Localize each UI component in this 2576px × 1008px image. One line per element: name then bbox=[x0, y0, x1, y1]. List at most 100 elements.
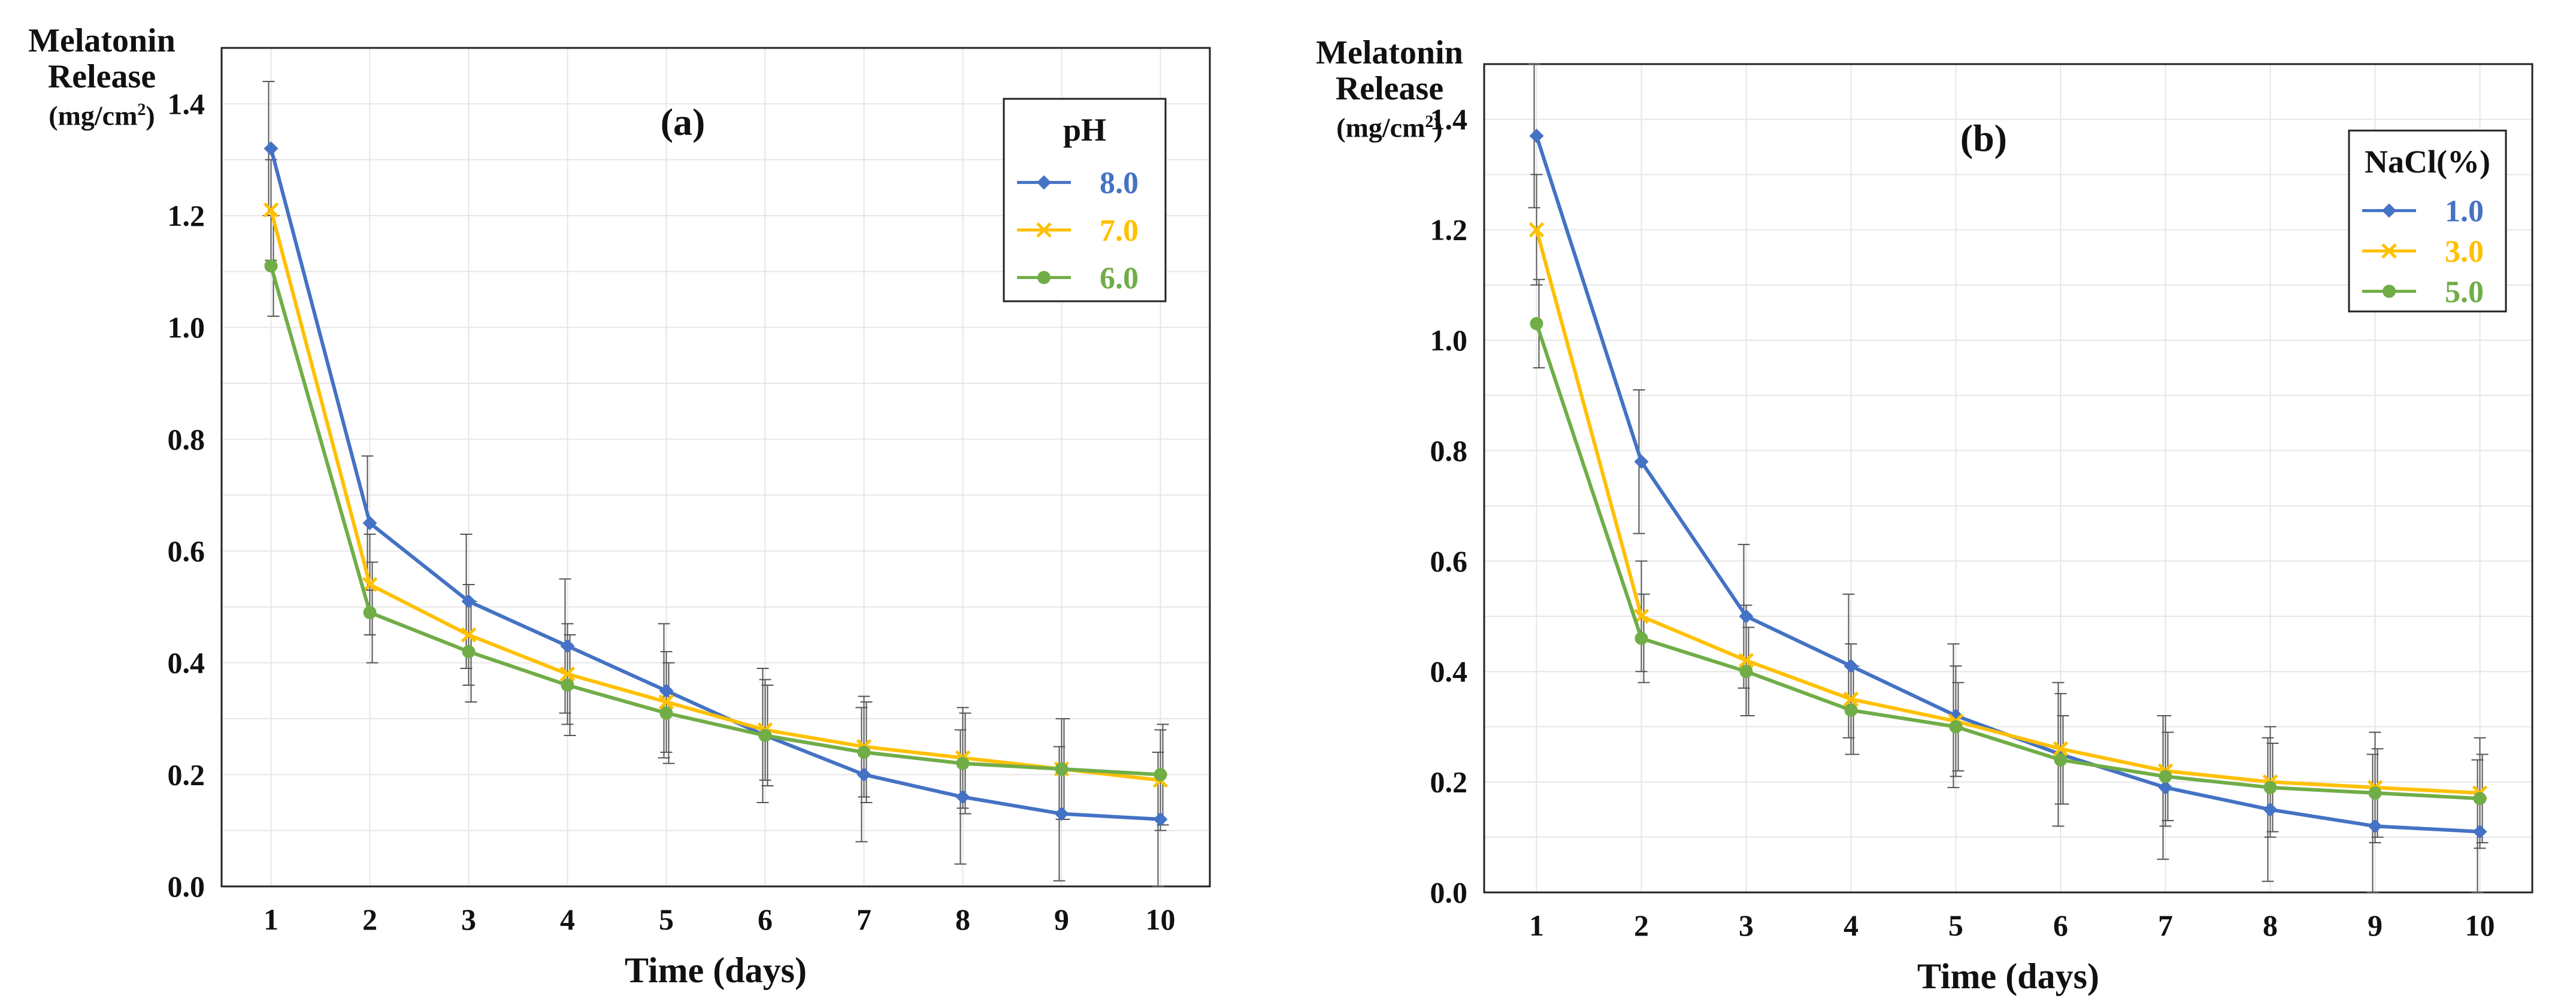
x-tick-label: 5 bbox=[659, 903, 674, 936]
series-line-a-6.0 bbox=[269, 265, 1161, 777]
data-point-b-5.0 bbox=[2054, 753, 2068, 767]
x-tick-label: 3 bbox=[1739, 909, 1754, 942]
y-tick-label: 1.4 bbox=[168, 87, 205, 120]
x-tick-label: 3 bbox=[461, 903, 476, 936]
data-point-b-1.0 bbox=[2263, 802, 2278, 817]
plot-frame-a bbox=[220, 47, 1211, 888]
data-point-a-7.0 bbox=[461, 627, 477, 643]
x-tick-label: 8 bbox=[2263, 909, 2278, 942]
x-tick-label: 4 bbox=[560, 903, 575, 936]
panel-label-b: (b) bbox=[1960, 117, 2007, 159]
y-tick-label: 1.0 bbox=[168, 311, 205, 344]
series-line-b-3.0 bbox=[1534, 229, 2480, 795]
data-point-b-1.0 bbox=[2368, 819, 2383, 834]
data-point-b-5.0 bbox=[2368, 786, 2382, 800]
y-tick-label: 0.4 bbox=[1430, 655, 1468, 688]
data-point-a-8.0 bbox=[461, 594, 476, 609]
data-point-a-8.0 bbox=[264, 141, 279, 156]
data-point-b-5.0 bbox=[2263, 780, 2277, 794]
legend-swatch-marker bbox=[2381, 243, 2397, 259]
series-line-b-5.0 bbox=[1534, 323, 2480, 801]
y-tick-label: 0.8 bbox=[168, 422, 205, 456]
legend-entry-label: 8.0 bbox=[1100, 167, 1139, 201]
data-point-a-7.0 bbox=[263, 202, 279, 218]
data-point-b-5.0 bbox=[2159, 770, 2172, 783]
x-tick-label: 2 bbox=[362, 903, 377, 936]
data-point-b-3.0 bbox=[1528, 222, 1545, 238]
data-point-a-6.0 bbox=[758, 729, 772, 742]
x-axis-label-a: Time (days) bbox=[625, 951, 807, 990]
error-bar bbox=[2471, 759, 2484, 893]
y-tick-label: 0.2 bbox=[168, 758, 205, 791]
y-axis-label-line1-b: Melatonin bbox=[1316, 34, 1463, 71]
legend-b: NaCl(%) 1.0 3.0 5.0 bbox=[2348, 129, 2507, 313]
data-point-a-6.0 bbox=[264, 259, 278, 273]
data-point-a-8.0 bbox=[560, 638, 575, 653]
chart-panel-a: 0.0 0.2 0.4 0.6 0.8 1.0 1.2 1.4 1 2 3 4 5 6 7 8 9 10 Time … bbox=[168, 47, 1211, 990]
data-point-a-6.0 bbox=[1154, 768, 1167, 782]
data-point-a-8.0 bbox=[1054, 806, 1069, 821]
x-tick-label: 9 bbox=[2368, 909, 2383, 942]
y-tick-label: 1.4 bbox=[1430, 102, 1468, 136]
legend-entry-label: 5.0 bbox=[2445, 275, 2484, 309]
x-tick-label: 5 bbox=[1948, 909, 1963, 942]
data-point-a-6.0 bbox=[956, 756, 970, 770]
legend-entry-label: 3.0 bbox=[2445, 235, 2484, 269]
y-tick-label: 0.4 bbox=[168, 646, 205, 680]
x-tick-label: 6 bbox=[2053, 909, 2068, 942]
x-tick-label: 7 bbox=[2158, 909, 2173, 942]
legend-swatch-marker bbox=[2383, 284, 2396, 298]
panel-label-a: (a) bbox=[661, 101, 706, 143]
legend-box-a bbox=[1003, 98, 1167, 302]
legend-entry-label: 1.0 bbox=[2445, 195, 2484, 229]
x-tick-label: 1 bbox=[1529, 909, 1544, 942]
data-point-a-8.0 bbox=[955, 789, 970, 804]
data-point-b-5.0 bbox=[1530, 317, 1543, 331]
legend-swatch-marker bbox=[1037, 271, 1051, 284]
y-tick-label: 0.6 bbox=[168, 534, 205, 568]
y-tick-label: 1.2 bbox=[1430, 213, 1468, 247]
data-point-a-7.0 bbox=[559, 666, 576, 682]
y-tick-label: 0.8 bbox=[1430, 434, 1468, 467]
data-point-a-8.0 bbox=[856, 767, 871, 782]
x-tick-label: 10 bbox=[1146, 903, 1176, 936]
legend-swatch-marker bbox=[1036, 222, 1052, 238]
legend-entry-label: 6.0 bbox=[1100, 261, 1139, 295]
y-axis-label-line2-b: Release bbox=[1335, 70, 1444, 107]
x-tick-label: 7 bbox=[856, 903, 871, 936]
y-tick-label: 0.0 bbox=[1430, 876, 1468, 909]
x-axis-label-b: Time (days) bbox=[1917, 956, 2099, 996]
legend-title-b: NaCl(%) bbox=[2365, 144, 2490, 180]
data-point-b-1.0 bbox=[1844, 658, 1858, 673]
y-tick-label: 0.0 bbox=[168, 870, 205, 903]
legend-box-b bbox=[2348, 129, 2507, 313]
data-point-a-8.0 bbox=[659, 683, 674, 698]
series-line-a-8.0 bbox=[269, 148, 1161, 821]
x-tick-label: 4 bbox=[1844, 909, 1858, 942]
data-point-b-5.0 bbox=[2473, 792, 2487, 806]
y-tick-label: 1.2 bbox=[168, 199, 205, 232]
data-point-b-3.0 bbox=[1843, 691, 1859, 707]
x-tick-label: 2 bbox=[1634, 909, 1649, 942]
data-point-b-1.0 bbox=[1634, 454, 1649, 469]
data-point-a-6.0 bbox=[462, 645, 476, 658]
chart-panel-b: 0.0 0.2 0.4 0.6 0.8 1.0 1.2 1.4 1 2 3 4 5 6 7 8 9 10 Time … bbox=[1430, 63, 2533, 996]
legend-swatch-marker bbox=[1037, 175, 1051, 190]
data-point-b-5.0 bbox=[1844, 703, 1858, 717]
data-point-a-6.0 bbox=[363, 606, 377, 619]
data-point-b-3.0 bbox=[1738, 652, 1754, 668]
legend-a: pH 8.0 7.0 6.0 bbox=[1003, 98, 1167, 302]
data-point-b-5.0 bbox=[1949, 720, 1963, 734]
y-tick-label: 0.6 bbox=[1430, 544, 1468, 578]
y-axis-unit-b: (mg/cm2) bbox=[1336, 112, 1443, 143]
data-point-a-6.0 bbox=[1055, 762, 1068, 776]
x-tick-label: 9 bbox=[1054, 903, 1069, 936]
data-point-b-3.0 bbox=[2053, 741, 2069, 757]
data-point-b-5.0 bbox=[1739, 665, 1753, 679]
data-point-a-7.0 bbox=[658, 694, 674, 710]
data-point-a-8.0 bbox=[1153, 812, 1168, 827]
data-point-a-6.0 bbox=[857, 746, 871, 759]
y-axis-label-line2-a: Release bbox=[47, 58, 156, 95]
data-point-b-1.0 bbox=[2158, 780, 2173, 795]
